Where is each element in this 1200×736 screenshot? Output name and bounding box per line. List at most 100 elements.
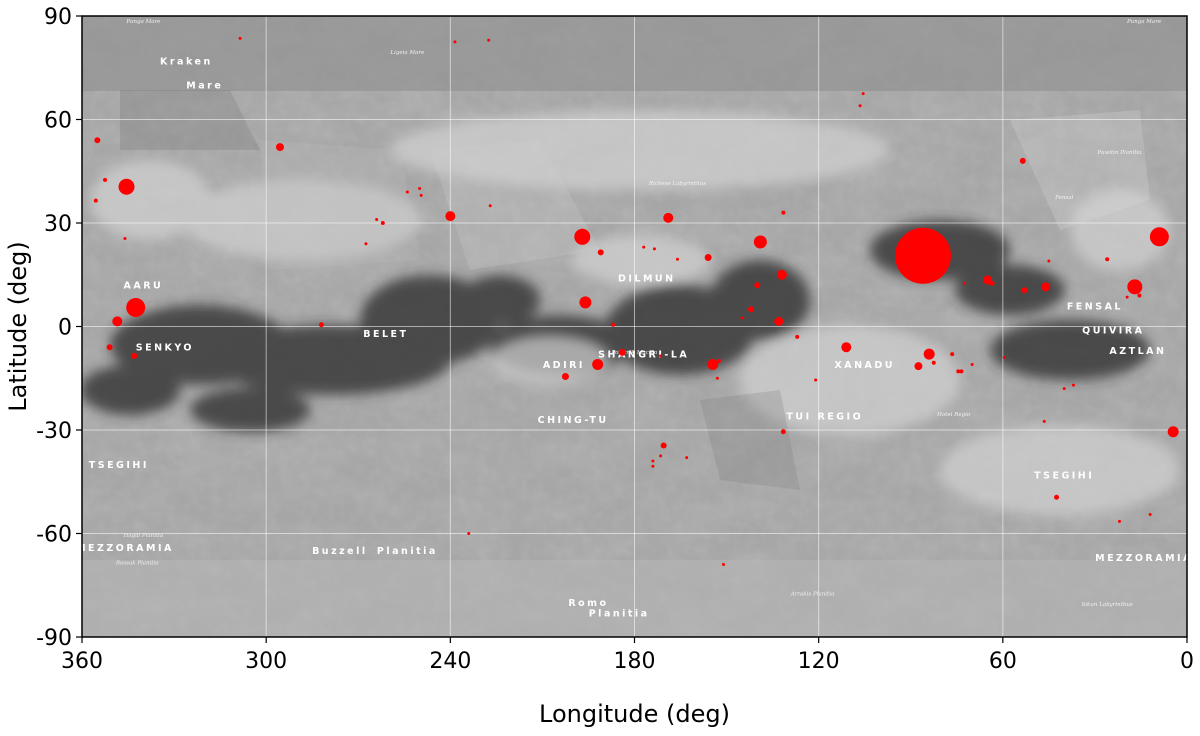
crater-point	[748, 306, 755, 313]
crater-point	[858, 104, 862, 108]
crater-point	[651, 464, 655, 468]
grid	[82, 16, 1187, 637]
region-label: AZTLAN	[1109, 346, 1166, 357]
crater-point	[660, 442, 667, 449]
crater-point	[982, 275, 992, 285]
crater-point	[364, 242, 368, 246]
crater-point	[1042, 419, 1046, 423]
crater-point	[659, 354, 663, 358]
x-axis-title: Longitude (deg)	[539, 700, 730, 728]
crater-point	[123, 237, 127, 241]
region-label: QUIVIRA	[1082, 325, 1144, 336]
crater-point	[1047, 259, 1051, 263]
crater-point	[962, 281, 966, 285]
mosaic-patches	[120, 90, 1150, 490]
feature-label: Arrakis Planitia	[790, 592, 834, 598]
crater-point	[375, 218, 379, 222]
crater-point	[753, 235, 767, 249]
crater-point	[1021, 287, 1028, 294]
crater-point	[318, 322, 324, 328]
crater-point	[126, 298, 146, 318]
x-tick-label: 300	[245, 649, 287, 674]
region-label: Romo	[568, 598, 608, 609]
crater-point	[716, 359, 721, 363]
crater-point	[574, 228, 591, 245]
crater-point	[923, 348, 935, 360]
crater-point	[1062, 387, 1066, 391]
crater-point	[238, 36, 242, 40]
map-labels: BELET SENKYO DILMUN SHANGRI-LA ADIRI XANADU CH…	[76, 19, 1193, 619]
crater-point	[931, 360, 936, 365]
feature-label: Hagal Planitia	[123, 533, 164, 539]
x-tick-label: 240	[429, 649, 471, 674]
crater-point	[774, 316, 784, 326]
region-label: TSEGIHI	[89, 460, 149, 471]
crater-point	[652, 247, 656, 251]
crater-point	[1167, 426, 1179, 438]
y-tick-label: -90	[36, 626, 72, 651]
crater-point	[715, 376, 719, 380]
crater-point	[642, 245, 646, 249]
crater-point	[561, 373, 569, 381]
region-label: MEZZORAMIA	[1095, 553, 1193, 564]
bright-regions	[90, 110, 1180, 515]
x-axis: 360 300 240 180 120 60 0	[61, 637, 1194, 674]
crater-point	[1002, 356, 1006, 360]
crater-point	[1127, 279, 1143, 295]
crater-point	[950, 352, 955, 357]
crater-point	[1071, 383, 1075, 387]
x-tick-label: 120	[798, 649, 840, 674]
crater-point	[861, 92, 865, 96]
crater-point	[780, 429, 786, 435]
crater-point	[814, 378, 818, 382]
feature-label: Polaznik Macula	[611, 350, 658, 356]
crater-point	[1019, 157, 1026, 164]
crater-point	[776, 269, 787, 280]
region-label: MEZZORAMIA	[76, 543, 174, 554]
y-tick-label: 60	[44, 109, 72, 134]
feature-label: Punga Mare	[1126, 19, 1162, 25]
crater-point	[1137, 293, 1142, 298]
y-tick-label: 0	[58, 316, 72, 341]
crater-point	[1149, 227, 1169, 247]
crater-point	[579, 296, 592, 309]
x-tick-label: 0	[1180, 649, 1194, 674]
crater-point	[895, 227, 952, 284]
region-label: DILMUN	[618, 274, 676, 285]
crater-point	[841, 342, 852, 353]
y-tick-label: -30	[36, 419, 72, 444]
crater-point	[611, 322, 616, 327]
crater-point	[418, 187, 422, 190]
region-label: BELET	[363, 329, 408, 340]
crater-point	[685, 456, 689, 460]
region-label: AARU	[124, 281, 164, 292]
region-label: Kraken	[160, 56, 213, 67]
crater-point	[663, 212, 674, 223]
crater-point	[970, 362, 974, 366]
region-label: TUI REGIO	[786, 412, 863, 423]
y-tick-label: 90	[44, 5, 72, 30]
crater-point	[487, 38, 491, 42]
crater-point	[1054, 494, 1060, 500]
crater-point	[740, 316, 744, 320]
feature-label: Sikun Labyrinthus	[1082, 602, 1133, 608]
region-label: SHANGRI-LA	[598, 350, 689, 361]
crater-point	[112, 316, 123, 327]
crater-markers	[93, 36, 1179, 567]
feature-label: Fensal	[1054, 195, 1073, 201]
region-label: Mare	[186, 80, 223, 91]
crater-point	[651, 459, 655, 463]
crater-point	[94, 137, 101, 144]
crater-point	[380, 221, 385, 225]
x-tick-label: 360	[61, 649, 103, 674]
crater-point	[93, 198, 98, 203]
crater-point	[781, 210, 786, 215]
feature-label: Ligeia Mare	[389, 50, 425, 56]
crater-point	[131, 352, 138, 359]
feature-label: Richese Labyrinthus	[648, 181, 706, 187]
crater-point	[704, 254, 712, 261]
crater-point	[754, 282, 761, 289]
crater-point	[795, 334, 800, 339]
region-label: SENKYO	[136, 343, 194, 354]
